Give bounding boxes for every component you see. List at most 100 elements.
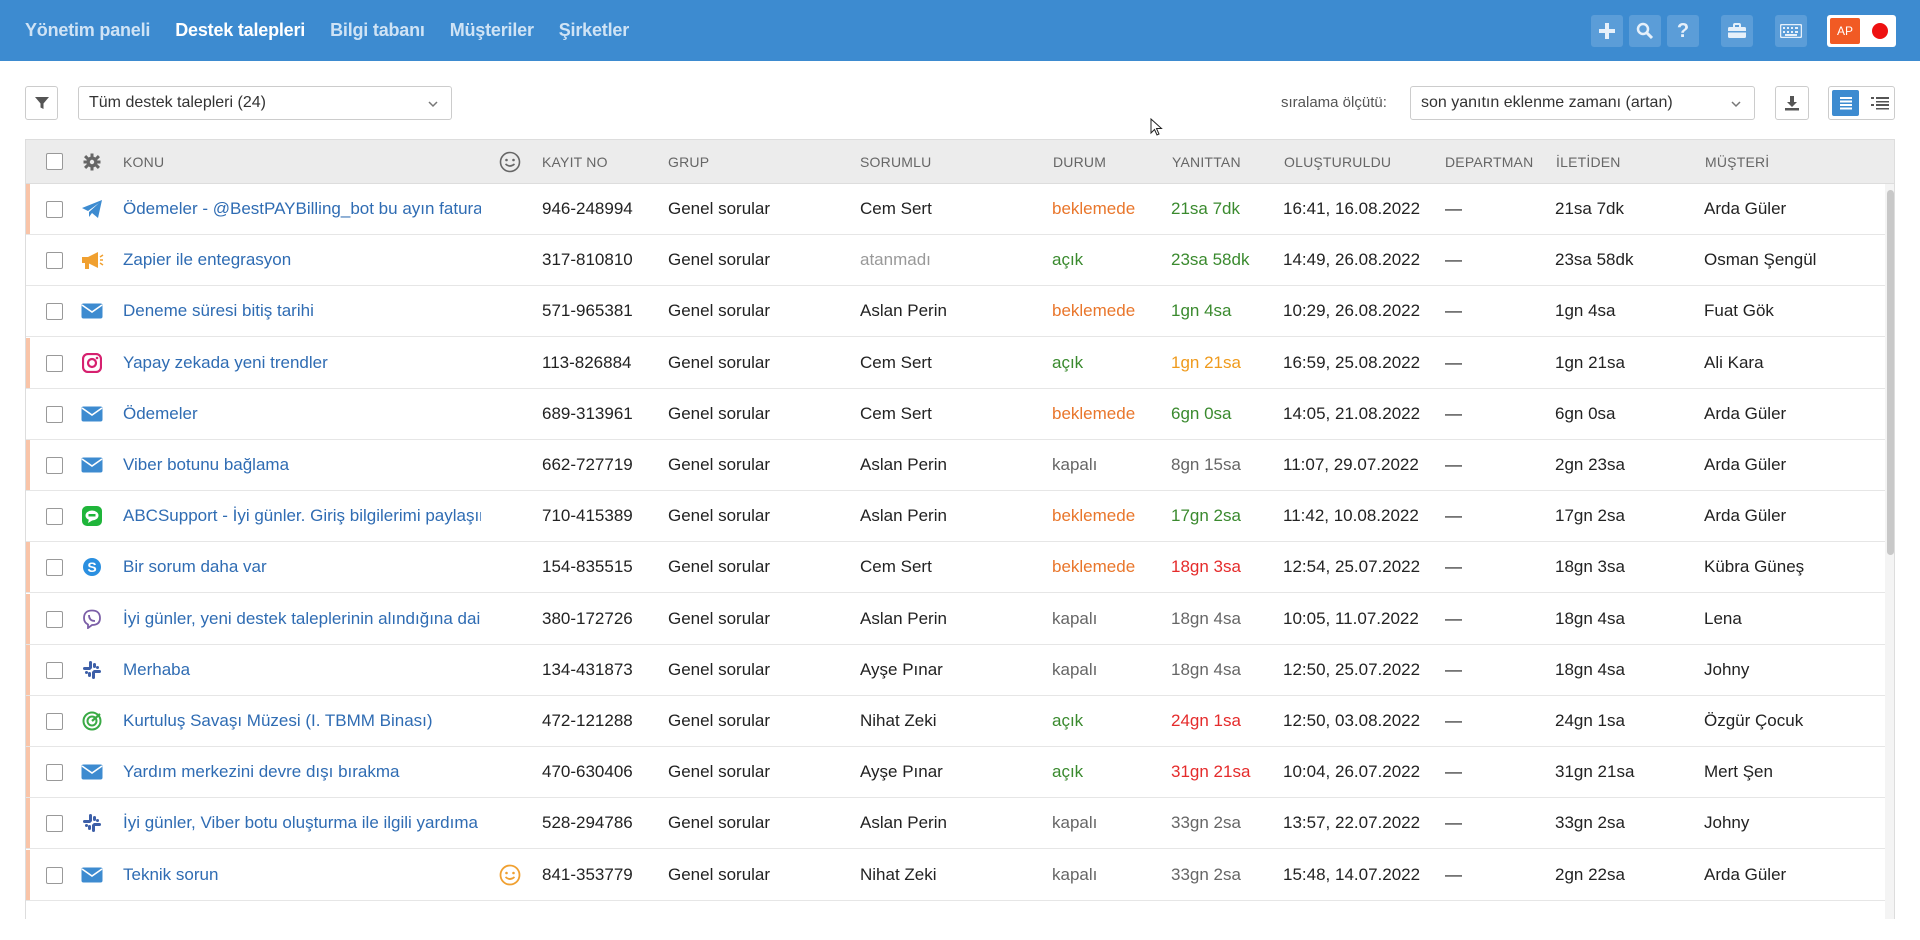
ticket-status: kapalı — [1052, 659, 1098, 679]
line-icon — [80, 505, 104, 527]
ticket-subject-link[interactable]: Bir sorum daha var — [123, 557, 267, 577]
ticket-subject-link[interactable]: Yapay zekada yeni trendler — [123, 352, 328, 372]
row-checkbox[interactable] — [46, 764, 63, 782]
chevron-down-icon — [1731, 101, 1741, 108]
column-group[interactable]: GRUP — [668, 154, 710, 170]
smiley-icon[interactable] — [499, 151, 521, 173]
row-checkbox[interactable] — [46, 713, 63, 730]
export-button[interactable] — [1775, 86, 1809, 120]
detailed-view-button[interactable] — [1866, 90, 1893, 116]
ticket-subject-link[interactable]: Teknik sorun — [123, 864, 219, 884]
column-reply[interactable]: YANITTAN — [1172, 154, 1241, 170]
ticket-status: açık — [1052, 352, 1084, 372]
ticket-message-time: 6gn 0sa — [1555, 403, 1616, 423]
question-icon: ? — [1676, 19, 1690, 42]
row-checkbox[interactable] — [46, 866, 63, 884]
ticket-created: 16:59, 25.08.2022 — [1283, 352, 1421, 372]
ticket-subject-link[interactable]: Zapier ile entegrasyon — [123, 250, 292, 270]
column-id[interactable]: KAYIT NO — [542, 154, 608, 170]
ticket-group: Genel sorular — [668, 608, 771, 628]
row-checkbox[interactable] — [46, 354, 63, 372]
table-row[interactable]: Ödemeler 689-313961 Genel sorular Cem Sert b… — [26, 389, 1886, 440]
ticket-reply-time: 1gn 4sa — [1171, 301, 1232, 321]
apps-button[interactable] — [1721, 15, 1753, 47]
skype-icon: S — [80, 556, 104, 578]
ticket-group: Genel sorular — [668, 301, 771, 321]
user-menu[interactable]: AP — [1827, 15, 1896, 47]
scrollbar-thumb[interactable] — [1887, 190, 1894, 555]
table-row[interactable]: Viber botunu bağlama 662-727719 Genel soru… — [26, 440, 1886, 491]
gear-icon[interactable] — [83, 153, 101, 171]
ticket-reply-time: 8gn 15sa — [1171, 455, 1241, 474]
unread-marker — [26, 798, 30, 849]
help-button[interactable]: ? — [1667, 15, 1699, 47]
ticket-department: — — [1445, 608, 1462, 628]
ticket-id: 134-431873 — [542, 659, 633, 679]
ticket-subject-link[interactable]: İyi günler, yeni destek taleplerinin alı… — [123, 608, 481, 628]
column-subject[interactable]: KONU — [123, 154, 165, 170]
table-row[interactable]: İyi günler, yeni destek taleplerinin alı… — [26, 593, 1886, 645]
row-checkbox[interactable] — [46, 457, 63, 474]
ticket-reply-time: 1gn 21sa — [1171, 352, 1241, 372]
table-row[interactable]: Deneme süresi bitiş tarihi 571-965381 Gene… — [26, 286, 1886, 338]
keyboard-shortcuts-button[interactable] — [1775, 15, 1807, 47]
ticket-created: 12:54, 25.07.2022 — [1283, 557, 1421, 577]
nav-tickets[interactable]: Destek talepleri — [175, 20, 306, 40]
ticket-status: beklemede — [1052, 301, 1136, 321]
column-customer[interactable]: MÜŞTERİ — [1705, 154, 1770, 170]
table-row[interactable]: Zapier ile entegrasyon 317-810810 Genel so… — [26, 235, 1886, 287]
search-button[interactable] — [1629, 15, 1661, 47]
row-checkbox[interactable] — [46, 661, 63, 679]
ticket-message-time: 21sa 7dk — [1555, 199, 1624, 218]
table-scrollbar[interactable] — [1885, 184, 1894, 919]
table-row[interactable]: Teknik sorun 841-353779 Genel sorular Nihat… — [26, 849, 1886, 901]
row-checkbox[interactable] — [46, 610, 63, 628]
ticket-status: kapalı — [1052, 864, 1098, 884]
add-button[interactable] — [1591, 15, 1623, 47]
row-checkbox[interactable] — [46, 303, 63, 321]
nav-customers[interactable]: Müşteriler — [449, 20, 534, 40]
table-row[interactable]: Ödemeler - @BestPAYBilling_bot bu ayın f… — [26, 184, 1886, 235]
ticket-subject-link[interactable]: Merhaba — [123, 659, 191, 679]
table-row[interactable]: Merhaba 134-431873 Genel sorular Ayşe Pınar… — [26, 644, 1886, 696]
table-row[interactable]: Kurtuluş Savaşı Müzesi (I. TBMM Binası) 4… — [26, 696, 1886, 747]
ticket-group: Genel sorular — [668, 352, 771, 372]
ticket-subject-link[interactable]: Yardım merkezini devre dışı bırakma — [123, 762, 400, 782]
column-message[interactable]: İLETİDEN — [1556, 154, 1621, 170]
table-row[interactable]: İyi günler, Viber botu oluşturma ile ilg… — [26, 798, 1886, 850]
table-row[interactable]: Yapay zekada yeni trendler 113-826884 Gene… — [26, 337, 1886, 389]
column-owner[interactable]: SORUMLU — [860, 154, 932, 170]
view-mode-toggle — [1828, 86, 1895, 120]
column-created[interactable]: OLUŞTURULDU — [1284, 154, 1392, 170]
ticket-subject-link[interactable]: Ödemeler - @BestPAYBilling_bot bu ayın f… — [123, 199, 481, 218]
row-checkbox[interactable] — [46, 559, 63, 577]
nav-companies[interactable]: Şirketler — [558, 20, 629, 40]
ticket-subject-link[interactable]: Viber botunu bağlama — [123, 455, 290, 474]
row-checkbox[interactable] — [46, 201, 63, 218]
ticket-subject-link[interactable]: Deneme süresi bitiş tarihi — [123, 301, 314, 321]
row-checkbox[interactable] — [46, 815, 63, 833]
plus-icon — [1599, 23, 1615, 39]
ticket-id: 841-353779 — [542, 864, 633, 884]
nav-knowledge-base[interactable]: Bilgi tabanı — [330, 20, 425, 40]
column-status[interactable]: DURUM — [1053, 154, 1107, 170]
ticket-subject-link[interactable]: İyi günler, Viber botu oluşturma ile ilg… — [123, 813, 478, 833]
filter-button[interactable] — [25, 86, 58, 120]
ticket-subject-link[interactable]: Ödemeler — [123, 403, 198, 423]
table-row[interactable]: ABCSupport - İyi günler. Giriş bilgileri… — [26, 491, 1886, 543]
list-view-button[interactable] — [1832, 90, 1859, 116]
table-row[interactable]: Yardım merkezini devre dışı bırakma 470-6… — [26, 747, 1886, 799]
select-all-checkbox[interactable] — [46, 153, 63, 170]
ticket-subject-link[interactable]: Kurtuluş Savaşı Müzesi (I. TBMM Binası) — [123, 711, 433, 730]
svg-text:S: S — [87, 559, 96, 575]
row-checkbox[interactable] — [46, 252, 63, 270]
ticket-created: 14:05, 21.08.2022 — [1283, 403, 1421, 423]
table-row[interactable]: S Bir sorum daha var 154-835515 Genel sorul… — [26, 542, 1886, 594]
row-checkbox[interactable] — [46, 508, 63, 526]
ticket-view-select[interactable]: Tüm destek talepleri (24) — [78, 86, 452, 120]
ticket-subject-link[interactable]: ABCSupport - İyi günler. Giriş bilgileri… — [123, 506, 481, 526]
nav-dashboard[interactable]: Yönetim paneli — [25, 20, 151, 40]
sort-select[interactable]: son yanıtın eklenme zamanı (artan) — [1410, 86, 1755, 120]
column-department[interactable]: DEPARTMAN — [1445, 154, 1534, 170]
row-checkbox[interactable] — [46, 405, 63, 423]
